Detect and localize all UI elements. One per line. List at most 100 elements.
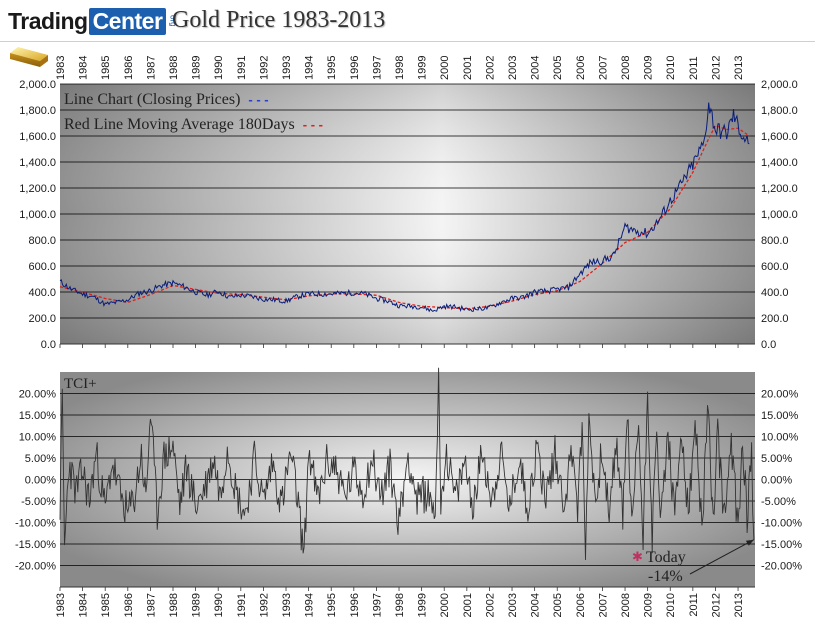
price-xtick-label: 2004 bbox=[530, 56, 542, 80]
tci-xtick-label: 2000 bbox=[439, 593, 451, 617]
tci-xtick-label: 2012 bbox=[710, 593, 722, 617]
tci-xtick-label: 1985 bbox=[100, 593, 112, 617]
today-marker: ✱ bbox=[632, 550, 643, 565]
price-xtick-label: 1984 bbox=[78, 56, 90, 80]
price-ytick-label-right: 1,400.0 bbox=[761, 157, 798, 169]
price-xtick-label: 2005 bbox=[552, 56, 564, 80]
tci-xtick-label: 1983 bbox=[55, 593, 67, 617]
tci-ytick-label-left: 10.00% bbox=[19, 432, 57, 444]
tci-ytick-label-left: -20.00% bbox=[15, 561, 56, 573]
price-ytick-label-left: 1,800.0 bbox=[19, 105, 56, 117]
price-xtick-label: 1993 bbox=[281, 56, 293, 80]
tci-ytick-label-right: 20.00% bbox=[761, 389, 799, 401]
today-label: Today bbox=[646, 549, 686, 566]
tci-xtick-label: 2009 bbox=[643, 593, 655, 617]
today-value-label: -14% bbox=[648, 568, 683, 585]
tci-xtick-label: 1986 bbox=[123, 593, 135, 617]
price-ytick-label-right: 1,200.0 bbox=[761, 183, 798, 195]
tci-ytick-label-right: -20.00% bbox=[761, 561, 802, 573]
tci-ytick-label-left: -5.00% bbox=[21, 496, 56, 508]
price-xtick-label: 2007 bbox=[597, 56, 609, 80]
price-ytick-label-right: 0.0 bbox=[761, 339, 776, 351]
price-legend-entry-1: Line Chart (Closing Prices) bbox=[64, 91, 240, 108]
price-xtick-label: 2009 bbox=[643, 56, 655, 80]
price-ytick-label-left: 2,000.0 bbox=[19, 79, 56, 91]
price-xtick-label: 1989 bbox=[191, 56, 203, 80]
price-xtick-label: 1996 bbox=[349, 56, 361, 80]
price-xtick-label: 2013 bbox=[733, 56, 745, 80]
price-legend-marker-1: - - - bbox=[248, 92, 268, 107]
price-xtick-label: 1997 bbox=[371, 56, 383, 80]
price-ytick-label-left: 0.0 bbox=[41, 339, 56, 351]
price-ytick-label-right: 600.0 bbox=[761, 261, 789, 273]
tci-xtick-label: 1990 bbox=[213, 593, 225, 617]
today-arrow-head bbox=[745, 539, 754, 546]
tci-xtick-label: 1993 bbox=[281, 593, 293, 617]
price-legend-marker-2: - - - bbox=[303, 117, 323, 132]
closing-price-line bbox=[59, 102, 750, 313]
price-xtick-label: 1986 bbox=[123, 56, 135, 80]
tci-ytick-label-left: 0.00% bbox=[25, 475, 56, 487]
tci-ytick-label-right: -5.00% bbox=[761, 496, 796, 508]
price-xtick-label: 2003 bbox=[507, 56, 519, 80]
tci-xtick-label: 1987 bbox=[145, 593, 157, 617]
price-chart: 0.0 200.0 400.0 600.0 800.0 1,000.0 1,200.0 1,4… bbox=[19, 56, 797, 351]
tci-xtick-label: 2006 bbox=[575, 593, 587, 617]
price-xtick-label: 2002 bbox=[484, 56, 496, 80]
tci-xtick-label: 2007 bbox=[597, 593, 609, 617]
price-xtick-label: 1987 bbox=[145, 56, 157, 80]
price-ytick-label-left: 200.0 bbox=[28, 313, 56, 325]
price-xtick-label: 2011 bbox=[688, 56, 700, 80]
logo-trading-text: Trading bbox=[8, 7, 88, 34]
price-ytick-label-right: 200.0 bbox=[761, 313, 789, 325]
tci-legend-entry: TCI+ bbox=[64, 376, 97, 392]
price-xtick-label: 2012 bbox=[710, 56, 722, 80]
price-xtick-label: 1994 bbox=[304, 56, 316, 80]
today-arrow-line bbox=[689, 539, 755, 575]
tci-xtick-label: 1992 bbox=[258, 593, 270, 617]
tci-ytick-label-right: 0.00% bbox=[761, 475, 792, 487]
price-xtick-label: 1985 bbox=[100, 56, 112, 80]
price-ytick-label-right: 1,800.0 bbox=[761, 105, 798, 117]
tci-ytick-label-right: -10.00% bbox=[761, 518, 802, 530]
price-xtick-label: 2010 bbox=[665, 56, 677, 80]
price-xtick-label: 1990 bbox=[213, 56, 225, 80]
price-ytick-label-left: 1,600.0 bbox=[19, 131, 56, 143]
price-ytick-label-left: 400.0 bbox=[28, 287, 56, 299]
price-ytick-label-right: 1,000.0 bbox=[761, 209, 798, 221]
tci-xtick-label: 2013 bbox=[733, 593, 745, 617]
price-xtick-label: 2006 bbox=[575, 56, 587, 80]
price-xtick-label: 1999 bbox=[417, 56, 429, 80]
price-ytick-label-right: 800.0 bbox=[761, 235, 789, 247]
tci-xtick-label: 2004 bbox=[530, 593, 542, 617]
logo-org-text: org bbox=[168, 15, 178, 27]
tci-xtick-label: 2003 bbox=[507, 593, 519, 617]
tci-ytick-label-right: 10.00% bbox=[761, 432, 799, 444]
price-ytick-label-left: 1,400.0 bbox=[19, 157, 56, 169]
tci-xtick-label: 1996 bbox=[349, 593, 361, 617]
tci-xtick-label: 2010 bbox=[665, 593, 677, 617]
tci-xtick-label: 2002 bbox=[484, 593, 496, 617]
tci-xtick-label: 2005 bbox=[552, 593, 564, 617]
logo-center-text: Center bbox=[88, 7, 167, 35]
price-ytick-label-left: 1,200.0 bbox=[19, 183, 56, 195]
price-ytick-label-left: 600.0 bbox=[28, 261, 56, 273]
tci-xtick-label: 1988 bbox=[168, 593, 180, 617]
price-legend-entry-2: Red Line Moving Average 180Days bbox=[64, 116, 295, 133]
tci-xtick-label: 1998 bbox=[394, 593, 406, 617]
price-ytick-label-left: 800.0 bbox=[28, 235, 56, 247]
price-ytick-label-right: 400.0 bbox=[761, 287, 789, 299]
tci-ytick-label-left: 5.00% bbox=[25, 453, 56, 465]
tci-chart: -20.00% -15.00% -10.00% -5.00% 0.00% 5.00% 10.… bbox=[15, 367, 802, 617]
price-ytick-label-right: 2,000.0 bbox=[761, 79, 798, 91]
tci-ytick-label-left: 15.00% bbox=[19, 410, 57, 422]
price-ytick-label-left: 1,000.0 bbox=[19, 209, 56, 221]
price-xtick-label: 1991 bbox=[236, 56, 248, 80]
price-ytick-label-right: 1,600.0 bbox=[761, 131, 798, 143]
tci-ytick-label-left: -10.00% bbox=[15, 518, 56, 530]
price-xtick-label: 1992 bbox=[258, 56, 270, 80]
tci-line bbox=[59, 367, 755, 561]
price-xtick-label: 1983 bbox=[55, 56, 67, 80]
header-divider bbox=[0, 41, 815, 42]
